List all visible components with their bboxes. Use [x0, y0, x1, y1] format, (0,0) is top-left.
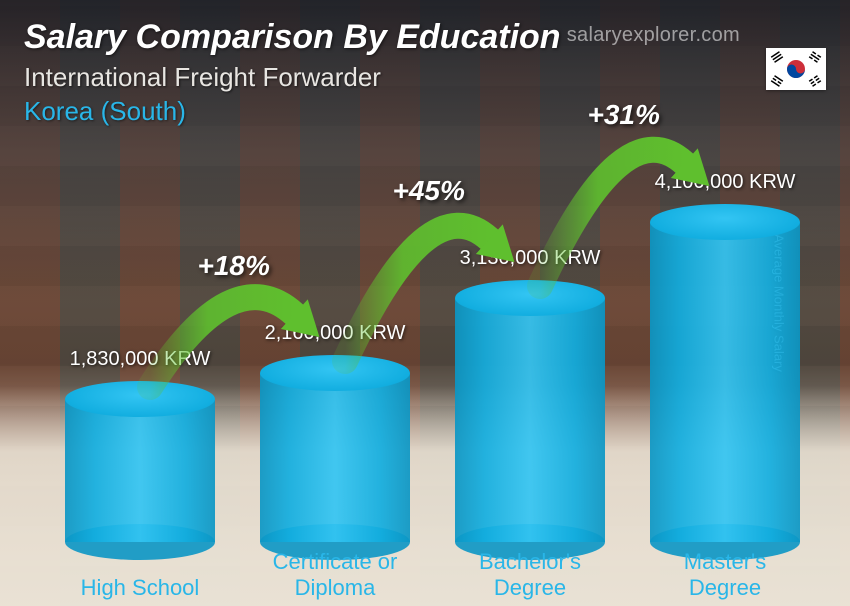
bar-value: 2,160,000 KRW	[265, 322, 406, 345]
bar-value: 4,100,000 KRW	[655, 171, 796, 194]
bar-chart: 1,830,000 KRW High School 2,160,000 KRW Cer…	[40, 136, 810, 606]
increase-label: +18%	[198, 250, 270, 282]
flag-icon	[766, 48, 826, 90]
bar: 1,830,000 KRW	[65, 399, 215, 542]
chart-subtitle: International Freight Forwarder	[24, 62, 381, 93]
watermark-text: salaryexplorer.com	[567, 24, 740, 47]
chart-country: Korea (South)	[24, 96, 186, 127]
increase-label: +45%	[393, 175, 465, 207]
bar: 2,160,000 KRW	[260, 373, 410, 542]
bar: 4,100,000 KRW	[650, 222, 800, 542]
increase-label: +31%	[588, 99, 660, 131]
content-layer: Salary Comparison By Education Internati…	[0, 0, 850, 606]
chart-title: Salary Comparison By Education	[24, 18, 561, 57]
bar-label: Certificate orDiploma	[245, 549, 425, 600]
bar: 3,130,000 KRW	[455, 298, 605, 542]
bar-label: High School	[50, 575, 230, 600]
bar-value: 1,830,000 KRW	[70, 348, 211, 371]
bar-label: Master'sDegree	[635, 549, 815, 600]
bar-label: Bachelor'sDegree	[440, 549, 620, 600]
bar-value: 3,130,000 KRW	[460, 247, 601, 270]
